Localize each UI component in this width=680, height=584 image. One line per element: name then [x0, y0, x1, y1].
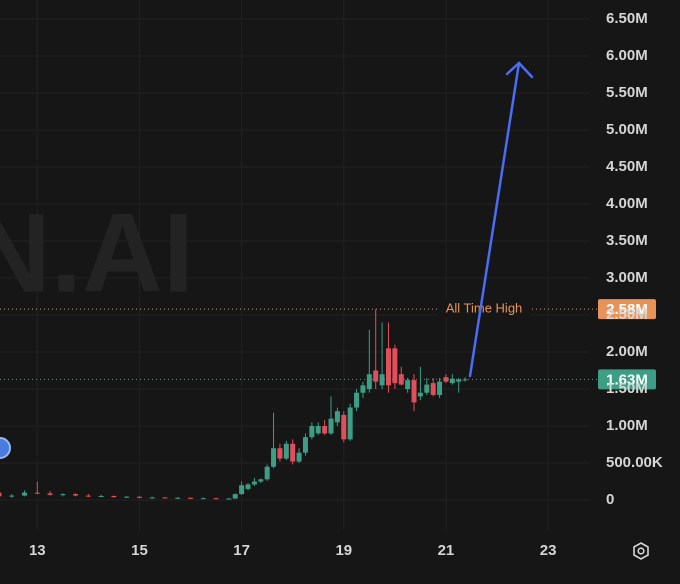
- candle-body: [162, 497, 168, 499]
- candle-body: [277, 448, 283, 459]
- candle-body: [449, 378, 455, 384]
- arrow-head: [505, 61, 534, 79]
- candle-body: [334, 411, 340, 423]
- candle-body: [188, 497, 194, 499]
- candle-body: [258, 479, 264, 482]
- y-tick-label: 1.50M: [606, 380, 648, 397]
- candles: [0, 309, 468, 500]
- candle-body: [245, 484, 251, 489]
- y-tick-label: 4.50M: [606, 158, 648, 175]
- candle-body: [315, 426, 321, 434]
- candle-body: [296, 452, 302, 462]
- watermark: N.AI: [0, 191, 194, 316]
- candle-body: [271, 448, 277, 467]
- y-tick-label: 0: [606, 491, 614, 508]
- candle-body: [111, 495, 117, 498]
- y-tick-label: 5.00M: [606, 121, 648, 138]
- candle-body: [302, 437, 308, 453]
- candle-body: [443, 377, 449, 382]
- candle-body: [251, 481, 257, 485]
- price-tag: [598, 299, 656, 320]
- settings-icon[interactable]: [633, 542, 649, 560]
- x-tick-label: 23: [540, 542, 557, 559]
- price-tag: [598, 369, 656, 390]
- overlays: All Time High 2.58M 1.63M: [0, 299, 656, 390]
- candle-body: [98, 495, 104, 497]
- settings-dot: [637, 547, 645, 555]
- candle-body: [60, 494, 66, 496]
- y-tick-label: 500.00K: [606, 454, 663, 471]
- candle-body: [309, 426, 315, 438]
- candle-body: [417, 392, 423, 397]
- y-tick-label: 2.50M: [606, 306, 648, 323]
- candle-body: [411, 380, 417, 403]
- x-tick-label: 21: [438, 542, 455, 559]
- y-tick-label: 6.00M: [606, 47, 648, 64]
- candle-body: [9, 495, 15, 497]
- candle-body: [264, 466, 270, 480]
- x-tick-label: 13: [29, 542, 46, 559]
- y-tick-label: 4.00M: [606, 195, 648, 212]
- candle-body: [392, 348, 398, 384]
- candle-body: [22, 492, 28, 496]
- grid: [0, 0, 590, 530]
- candle-body: [34, 492, 40, 494]
- candle-body: [456, 379, 462, 382]
- y-tick-label: 3.50M: [606, 232, 648, 249]
- price-tag-label: 2.58M: [606, 301, 648, 318]
- candle-body: [232, 494, 238, 499]
- candle-body: [328, 418, 334, 434]
- y-tick-label: 2.00M: [606, 343, 648, 360]
- price-line-label-bg: [438, 300, 530, 319]
- price-tag-label: 1.63M: [606, 371, 648, 388]
- candle-body: [0, 492, 2, 497]
- candle-body: [385, 348, 391, 386]
- x-tick-label: 17: [233, 542, 250, 559]
- candle-body: [347, 407, 353, 440]
- candle-body: [430, 383, 436, 395]
- candle-body: [283, 443, 289, 459]
- candle-body: [354, 392, 360, 408]
- candle-body: [405, 380, 411, 390]
- candle-body: [213, 498, 219, 500]
- settings-hexagon: [633, 542, 649, 560]
- candle-body: [424, 384, 430, 393]
- candle-body: [398, 374, 404, 385]
- candle-body: [437, 381, 443, 395]
- forecast-arrow: [468, 61, 534, 378]
- y-tick-label: 6.50M: [606, 10, 648, 27]
- candle-body: [290, 443, 296, 462]
- candle-body: [373, 370, 379, 382]
- candle-body: [366, 374, 372, 390]
- candle-body: [200, 498, 206, 500]
- arrow-shaft: [468, 61, 521, 378]
- candle-body: [73, 494, 79, 496]
- x-tick-label: 15: [131, 542, 148, 559]
- candle-body: [124, 496, 130, 498]
- y-tick-label: 3.00M: [606, 269, 648, 286]
- candle-body: [175, 497, 181, 499]
- candle-body: [239, 485, 245, 495]
- candle-body: [341, 414, 347, 440]
- candle-body: [136, 496, 142, 498]
- candle-body: [85, 495, 91, 497]
- candle-body: [462, 379, 468, 381]
- x-tick-label: 19: [335, 542, 352, 559]
- candle-body: [360, 385, 366, 393]
- y-tick-label: 5.50M: [606, 84, 648, 101]
- price-line-label: All Time High: [446, 301, 523, 316]
- candle-body: [322, 426, 328, 434]
- candle-body: [379, 374, 385, 386]
- candle-body: [149, 497, 155, 499]
- marker-icon[interactable]: [0, 437, 11, 459]
- candle-body: [47, 493, 53, 495]
- candle-body: [226, 498, 232, 500]
- y-tick-label: 1.00M: [606, 417, 648, 434]
